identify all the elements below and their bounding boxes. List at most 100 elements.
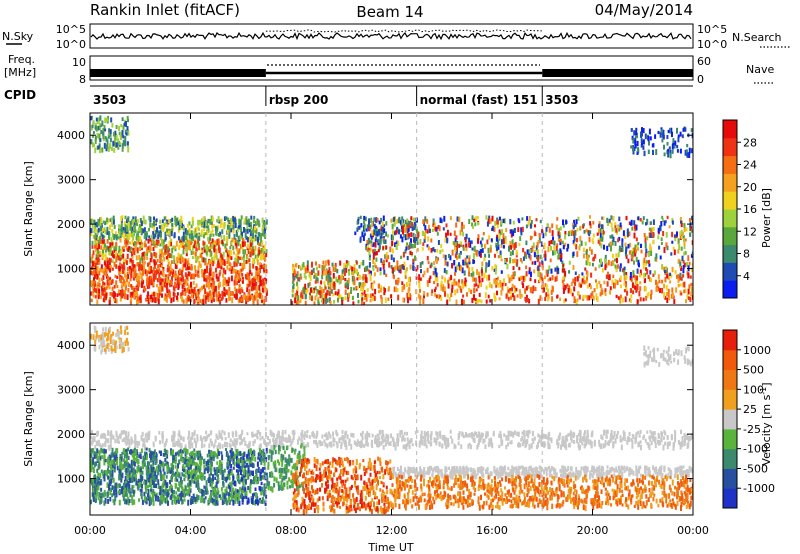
velocity-cell [540,442,543,447]
power-cell [441,275,444,280]
power-cell [576,227,579,232]
power-cell [621,246,624,253]
power-cell [419,299,422,305]
velocity-cell [115,434,118,438]
power-cell [485,285,488,290]
power-cell [110,280,113,285]
velocity-cell [259,432,262,437]
power-cell [475,283,478,287]
velocity-cell [402,434,405,441]
power-cell [528,253,531,257]
power-cell [504,235,507,241]
power-cell [118,224,121,230]
velocity-cell [278,436,281,442]
power-cell [106,145,109,149]
power-cell [596,283,599,289]
power-cell [500,258,503,262]
power-cell [665,268,668,273]
power-cell [188,296,191,301]
power-cell [587,254,590,258]
power-cell [165,244,168,250]
power-cell [655,253,658,259]
power-cell [532,285,535,292]
power-cell [478,292,481,297]
power-cell [111,279,114,284]
power-cell [297,295,300,301]
power-cell [348,292,351,299]
power-cell [140,220,143,227]
power-cell [202,285,205,289]
power-cell [625,281,627,288]
power-cell [100,267,102,273]
power-cell [357,216,360,221]
power-cell [410,238,412,244]
velocity-cell [344,441,347,448]
power-cell [639,297,642,302]
power-cell [186,282,189,287]
power-cell [447,283,450,289]
power-cell [501,284,504,291]
nave-label: Nave [746,63,774,76]
velocity-cell [681,441,684,446]
velocity-cell [646,430,649,434]
power-cell [187,297,190,302]
power-cell [455,222,458,228]
power-cell [512,266,515,271]
power-cell [346,293,349,299]
power-cell [195,227,198,234]
power-cell [261,240,264,246]
power-cell [177,283,180,289]
power-cell [619,265,622,272]
power-cell [232,268,235,274]
velocity-cell [289,443,292,447]
power-cell [465,243,468,248]
power-cell [100,264,103,269]
power-cell [168,289,171,296]
power-cell [190,263,193,270]
velocity-cell [586,433,589,439]
power-cell [509,290,512,295]
velocity-cell [273,441,275,446]
power-cell [248,222,251,227]
velocity-cell [376,433,379,438]
power-cell [690,291,693,297]
velocity-heatmap [90,325,693,515]
power-cell [533,269,536,274]
velocity-cell [654,443,657,449]
power-cell [108,252,111,256]
power-cell [209,276,212,281]
power-cell [207,225,210,230]
velocity-cell [389,441,392,447]
power-cell [363,301,366,305]
power-cell [380,298,383,305]
power-cell [91,260,94,267]
power-cell [133,270,136,277]
velocity-cell [457,433,460,438]
power-cell [454,246,457,253]
power-cell [615,294,618,298]
velocity-cell [259,443,262,449]
power-cell [368,250,371,256]
power-cell [154,292,157,296]
power-cell [582,294,585,300]
power-cell [222,279,225,285]
power-cell [156,259,159,263]
power-cell [510,232,513,238]
power-cell [171,222,174,228]
power-cell [245,216,248,221]
power-cell [680,265,683,272]
power-cell [516,294,519,298]
power-cell [119,232,122,238]
power-cell [544,275,546,280]
power-cell [577,291,580,295]
power-cell [328,282,331,287]
power-cell [131,226,134,231]
power-cell [139,228,142,233]
power-cell [235,243,238,250]
power-cell [390,294,393,299]
velocity-cell [498,444,501,449]
velocity-cell [143,444,146,451]
velocity-cell [507,430,510,436]
power-cell [99,138,102,142]
power-cell [145,236,148,241]
